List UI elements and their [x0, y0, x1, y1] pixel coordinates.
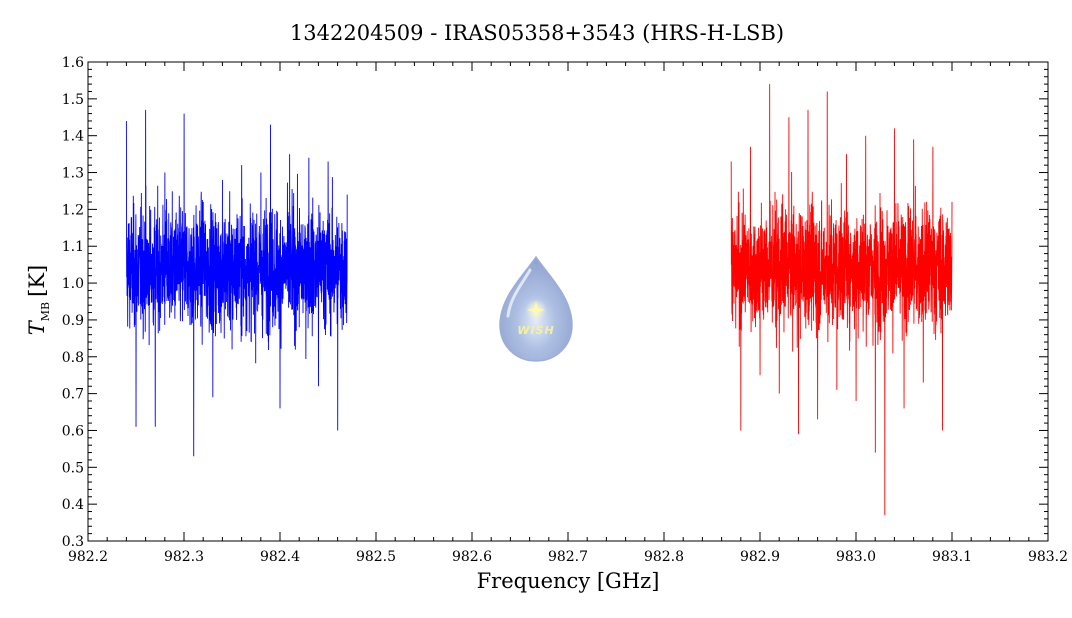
- x-tick-label: 982.2: [68, 549, 108, 565]
- y-tick-label: 1.3: [62, 166, 84, 182]
- x-tick-label: 983.0: [836, 549, 876, 565]
- y-tick-label: 0.7: [62, 387, 84, 403]
- spectrum-series-blue: [125, 109, 348, 457]
- y-tick-label: 1.1: [62, 239, 84, 255]
- logo-text: WISH: [517, 324, 554, 337]
- series-layer: [125, 84, 953, 516]
- y-tick-label: 1.5: [62, 92, 84, 108]
- y-tick-label: 0.9: [62, 313, 84, 329]
- y-tick-label: 1.0: [62, 276, 84, 292]
- chart-title: 1342204509 - IRAS05358+3543 (HRS-H-LSB): [290, 21, 784, 45]
- y-axis-label-sub: MB: [39, 302, 52, 321]
- svg-text:TMB[K]: TMB [K]: [25, 265, 52, 335]
- y-axis-label-unit: [K]: [25, 265, 49, 297]
- x-tick-label: 982.9: [740, 549, 780, 565]
- x-tick-label: 982.8: [644, 549, 684, 565]
- x-tick-label: 983.2: [1028, 549, 1068, 565]
- x-tick-label: 983.1: [932, 549, 972, 565]
- y-axis-label-main: T: [25, 319, 49, 335]
- ticks-layer: [87, 61, 1049, 542]
- spectrum-series-red: [730, 84, 953, 516]
- star-icon: [527, 301, 545, 319]
- y-tick-label: 0.3: [62, 534, 84, 550]
- x-tick-label: 982.7: [548, 549, 588, 565]
- x-tick-label: 982.4: [260, 549, 300, 565]
- y-tick-label: 0.5: [62, 460, 84, 476]
- y-tick-label: 1.4: [62, 129, 84, 145]
- x-tick-label: 982.3: [164, 549, 204, 565]
- y-tick-label: 1.2: [62, 202, 84, 218]
- x-tick-label: 982.5: [356, 549, 396, 565]
- y-tick-label: 0.8: [62, 350, 84, 366]
- y-tick-labels: 0.3 0.4 0.5 0.6 0.7 0.8 0.9 1.0 1.1 1.2 1.3 1.4 1.5 1…: [62, 55, 84, 550]
- y-tick-label: 0.6: [62, 423, 84, 439]
- x-tick-label: 982.6: [452, 549, 492, 565]
- x-tick-labels: 982.2 982.3 982.4 982.5 982.6 982.7 982.8 982.9…: [68, 549, 1068, 565]
- wish-waterdrop-logo-icon: WISH: [499, 255, 573, 362]
- x-axis-label: Frequency [GHz]: [477, 569, 660, 593]
- y-tick-label: 0.4: [62, 497, 84, 513]
- y-tick-label: 1.6: [62, 55, 84, 71]
- y-axis-label: TMB [K]: [25, 265, 52, 335]
